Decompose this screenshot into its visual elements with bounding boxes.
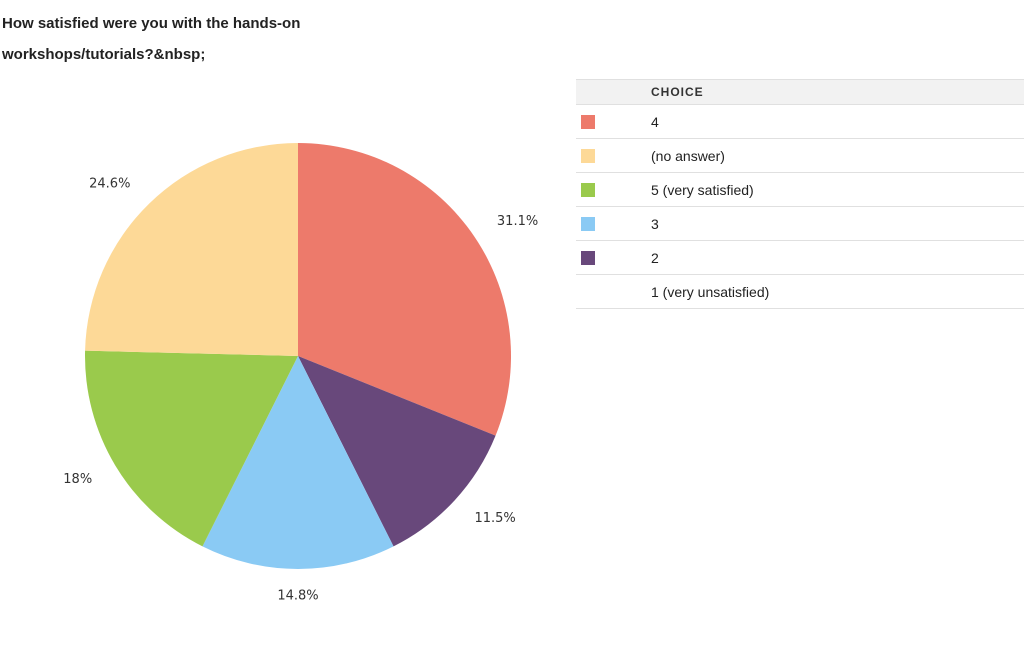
choice-label: (no answer) [651,138,1024,173]
pie-chart-svg: 31.1% 11.5% 14.8% 18% 24.6% [63,142,538,604]
pie-slice [85,142,298,356]
pie-slice [85,350,298,547]
pie-slice [298,356,496,547]
pie-slice-label: 18% [63,472,92,487]
choice-label: 1 (very unsatisfied) [651,274,1024,309]
swatch-cell [576,138,651,173]
choice-label: 4 [651,104,1024,139]
pie-slice [298,143,512,436]
color-swatch [581,250,595,265]
question-title: How satisfied were you with the hands-on… [2,15,301,63]
choice-table-swatch-header [576,79,651,105]
choice-table: CHOICE 4 (no answer) 5 (very satisfied) [576,79,1024,309]
pie-slice-label: 11.5% [474,511,515,526]
choice-table-header: CHOICE [651,79,1024,105]
pie-slice-label: 14.8% [277,589,318,604]
color-swatch [581,148,595,163]
table-row: 3 [576,206,1024,241]
swatch-cell [576,206,651,241]
color-swatch [581,216,595,231]
choice-label: 3 [651,206,1024,241]
table-row: 5 (very satisfied) [576,172,1024,207]
choice-label: 5 (very satisfied) [651,172,1024,207]
pie-slice [202,356,394,570]
color-swatch [581,182,595,197]
pie-slice-label: 31.1% [497,214,538,229]
pie-chart: 31.1% 11.5% 14.8% 18% 24.6% [63,142,538,604]
swatch-cell [576,240,651,275]
table-row: 4 [576,104,1024,139]
color-swatch [581,285,595,299]
swatch-cell [576,104,651,139]
table-row: 2 [576,240,1024,275]
choice-label: 2 [651,240,1024,275]
pie-slice-label: 24.6% [89,177,130,192]
table-row: (no answer) [576,138,1024,173]
swatch-cell [576,274,651,309]
table-row: 1 (very unsatisfied) [576,274,1024,309]
color-swatch [581,114,595,129]
choice-table-header-row: CHOICE [576,79,1024,105]
swatch-cell [576,172,651,207]
